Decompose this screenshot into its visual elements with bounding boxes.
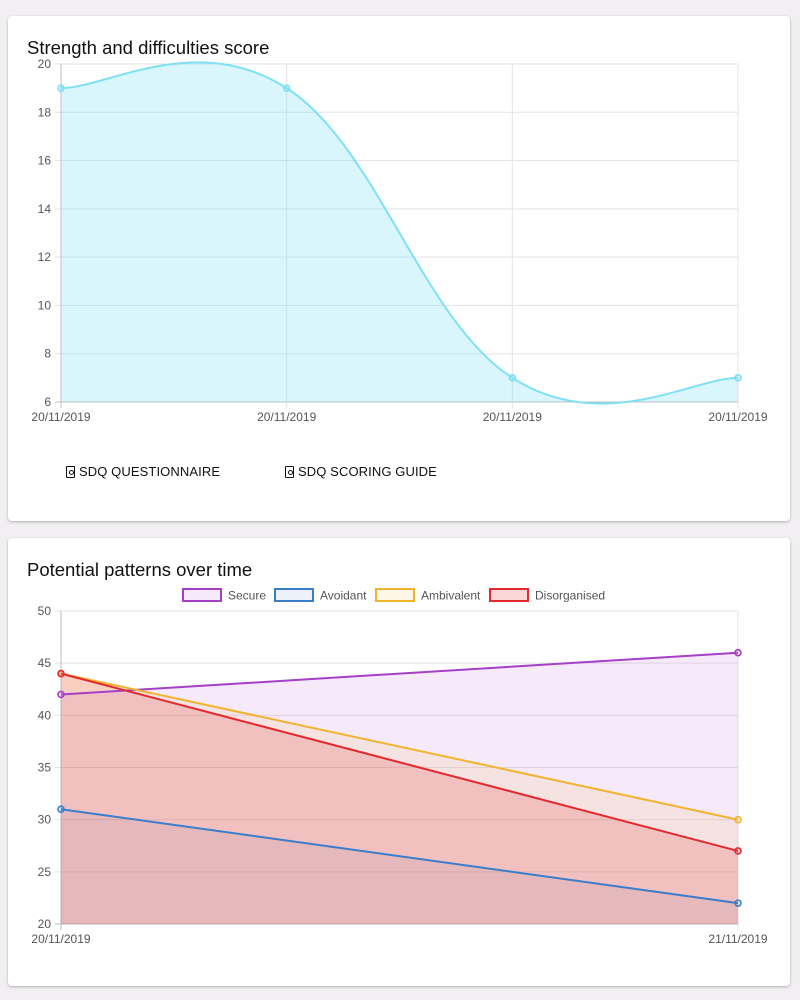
legend-label-disorganised: Disorganised — [535, 589, 605, 603]
y-tick-label: 10 — [38, 298, 52, 312]
y-tick-label: 35 — [38, 761, 52, 775]
legend-label-avoidant: Avoidant — [320, 589, 367, 603]
data-point-avoidant — [57, 805, 65, 814]
series-line-score — [60, 61, 739, 405]
data-point-avoidant — [734, 899, 742, 907]
data-point-secure — [57, 690, 65, 699]
legend-swatch-disorganised — [489, 588, 529, 602]
data-point-score — [57, 84, 65, 92]
series-line-avoidant — [60, 808, 739, 905]
series-line-secure — [60, 651, 739, 696]
series-area-avoidant — [61, 809, 738, 924]
data-point-disorganised — [734, 847, 742, 855]
sdq-card: Strength and difficulties score 6 8 10 12 14… — [8, 16, 790, 521]
data-point-score — [508, 374, 517, 382]
legend-label-secure: Secure — [228, 589, 266, 603]
y-tick-label: 45 — [38, 656, 52, 670]
data-point-secure — [734, 648, 742, 657]
sdq-scoring-guide-link[interactable]: SDQ SCORING GUIDE — [285, 464, 437, 479]
legend-item-disorganised: Disorganised — [489, 588, 605, 603]
x-tick-label: 20/11/2019 — [483, 410, 542, 424]
y-tick-label: 20 — [38, 917, 52, 931]
y-tick-label: 18 — [38, 105, 52, 119]
y-tick-label: 25 — [38, 865, 52, 879]
legend-label-ambivalent: Ambivalent — [421, 589, 481, 603]
legend-swatch-secure — [182, 588, 222, 602]
y-tick-label: 40 — [38, 708, 52, 722]
patterns-chart-title: Potential patterns over time — [27, 559, 253, 580]
sdq-chart-title: Strength and difficulties score — [27, 37, 270, 58]
pdf-file-icon — [285, 465, 294, 478]
sdq-chart: 6 8 10 12 14 16 18 20 20/11/2019 20/11/2019 20/11/… — [31, 57, 767, 424]
y-tick-label: 16 — [38, 154, 52, 168]
x-tick-label: 21/11/2019 — [708, 932, 767, 946]
y-tick-label: 6 — [44, 395, 51, 409]
patterns-card: Potential patterns over time 20 25 30 35 40 4… — [8, 538, 790, 986]
sdq-questionnaire-label: SDQ QUESTIONNAIRE — [79, 464, 221, 479]
y-tick-label: 8 — [44, 347, 51, 361]
x-tick-label: 20/11/2019 — [31, 410, 90, 424]
data-point-disorganised — [57, 669, 65, 678]
legend-swatch-ambivalent — [375, 588, 415, 602]
x-tick-label: 20/11/2019 — [257, 410, 316, 424]
legend-item-ambivalent: Ambivalent — [375, 588, 481, 603]
x-tick-label: 20/11/2019 — [708, 410, 767, 424]
data-point-ambivalent — [734, 815, 742, 824]
x-tick-label: 20/11/2019 — [31, 932, 90, 946]
series-area-disorganised — [61, 673, 738, 924]
y-tick-label: 20 — [38, 57, 52, 71]
patterns-chart: 20 25 30 35 40 45 50 20/11/2019 21/11/2019 Secure… — [31, 588, 768, 946]
legend-item-avoidant: Avoidant — [274, 588, 367, 603]
legend-item-secure: Secure — [182, 588, 266, 603]
y-tick-label: 30 — [38, 813, 52, 827]
series-area-secure — [61, 652, 738, 924]
series-area-ambivalent — [61, 673, 738, 924]
pdf-file-icon — [66, 465, 75, 478]
legend-swatch-avoidant — [274, 588, 314, 602]
data-point-score — [734, 374, 742, 382]
series-line-ambivalent — [60, 672, 739, 821]
data-point-score — [282, 84, 291, 92]
sdq-scoring-guide-label: SDQ SCORING GUIDE — [298, 464, 437, 479]
y-tick-label: 14 — [38, 202, 52, 216]
sdq-questionnaire-link[interactable]: SDQ QUESTIONNAIRE — [66, 464, 220, 479]
series-line-disorganised — [60, 672, 739, 852]
y-tick-label: 12 — [38, 250, 52, 264]
y-tick-label: 50 — [38, 604, 52, 618]
